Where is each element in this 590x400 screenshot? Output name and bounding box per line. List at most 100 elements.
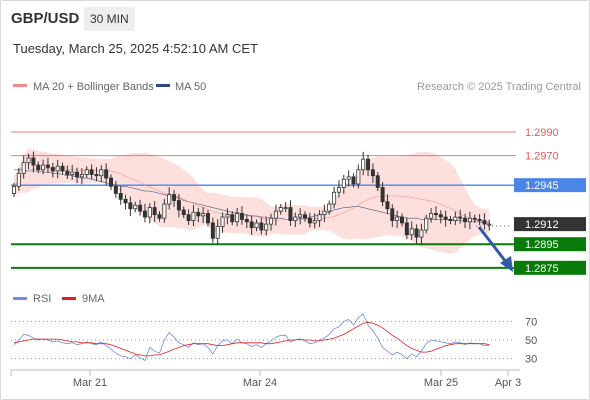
- currency-pair-title: GBP/USD: [11, 10, 80, 27]
- candle-body: [424, 217, 429, 231]
- candle-body: [11, 185, 16, 194]
- candle-body: [104, 169, 109, 179]
- candle-body: [283, 207, 288, 209]
- candle-body: [298, 214, 303, 218]
- candle-body: [99, 169, 104, 177]
- candle-body: [75, 171, 80, 178]
- candle-body: [380, 187, 385, 203]
- candle-body: [181, 209, 186, 216]
- candle-body: [244, 218, 249, 223]
- candle-body: [269, 217, 274, 225]
- candle-body: [433, 213, 438, 216]
- candle-body: [147, 207, 152, 218]
- candle-body: [278, 207, 283, 212]
- time-axis: Mar 21 Mar 24 Mar 25 Apr 3: [10, 369, 521, 389]
- candle-body: [332, 191, 337, 205]
- current-price-label-bg: [514, 217, 586, 232]
- candle-body: [293, 216, 298, 221]
- candle-body: [346, 176, 351, 180]
- candle-body: [167, 194, 172, 205]
- candle-body: [239, 213, 244, 220]
- candle-body: [259, 222, 264, 231]
- rsi-line: [13, 313, 490, 362]
- candle-body: [21, 162, 26, 174]
- candle-body: [288, 207, 293, 221]
- candle-body: [366, 158, 371, 171]
- candle-body: [123, 198, 128, 204]
- candle-body: [448, 218, 453, 221]
- candle-body: [327, 203, 332, 212]
- candle-body: [482, 220, 487, 225]
- ma9-legend-label: 9MA: [82, 293, 105, 305]
- ma20-legend-label: MA 20 + Bollinger Bands: [33, 81, 154, 93]
- candle-body: [307, 217, 312, 224]
- candle-body: [94, 174, 99, 177]
- candle-body: [60, 165, 65, 172]
- candle-body: [341, 178, 346, 188]
- candle-body: [50, 167, 55, 172]
- candle-body: [230, 214, 235, 223]
- candle-body: [370, 169, 375, 177]
- candle-body: [210, 222, 215, 239]
- ma20-swatch: [13, 84, 27, 87]
- timeframe-badge[interactable]: 30 MIN: [84, 7, 135, 31]
- candle-body: [142, 210, 147, 218]
- candle-body: [133, 204, 138, 210]
- support-label: 1.2895: [525, 239, 559, 251]
- ma50-swatch: [156, 84, 170, 87]
- support-label: 1.2875: [525, 263, 559, 275]
- ma9-swatch: [62, 297, 76, 300]
- rsi-legend: RSI 9MA: [13, 293, 105, 305]
- candle-body: [463, 217, 468, 223]
- candle-body: [176, 200, 181, 211]
- candle-body: [302, 214, 307, 219]
- candle-body: [118, 193, 123, 200]
- time-tick-label: Apr 3: [495, 377, 521, 389]
- bollinger-band: [14, 148, 490, 254]
- candle-body: [31, 157, 36, 166]
- candle-body: [399, 216, 404, 224]
- candle-body: [317, 214, 322, 221]
- rsi-gridlines: 70 50 30: [11, 316, 537, 366]
- time-tick-label: Mar 21: [73, 377, 107, 389]
- pivot-label-bg: [514, 178, 586, 193]
- price-legend: MA 20 + Bollinger Bands MA 50 Research ©…: [13, 81, 581, 93]
- candle-body: [196, 211, 201, 217]
- candle-body: [109, 177, 114, 187]
- rsi-9ma-line: [13, 321, 490, 357]
- candle-body: [351, 176, 356, 185]
- candle-body: [128, 202, 133, 210]
- candle-body: [356, 169, 361, 185]
- price-plot-area: 1.2990 1.2970 1.2945 1.2912 1.2895 1.2875: [11, 127, 586, 275]
- candle-body: [322, 210, 327, 216]
- candle-body: [162, 203, 167, 219]
- candle-body: [70, 171, 75, 175]
- support-label-bg: [514, 260, 586, 275]
- rsi-tick-label: 70: [525, 316, 537, 328]
- rsi-swatch: [13, 297, 27, 300]
- candle-body: [385, 201, 390, 210]
- candle-body: [84, 169, 89, 175]
- candle-body: [215, 226, 220, 239]
- candle-body: [395, 216, 400, 221]
- candle-body: [472, 217, 477, 220]
- candle-body: [205, 213, 210, 224]
- candle-body: [336, 187, 341, 193]
- candle-body: [186, 214, 191, 221]
- candle-body: [152, 207, 157, 216]
- candle-body: [453, 216, 458, 221]
- rsi-plot-area: 70 50 30: [11, 313, 537, 366]
- candle-body: [419, 229, 424, 238]
- candle-body: [201, 213, 206, 217]
- candle-body: [429, 213, 434, 219]
- candlesticks: [11, 151, 492, 245]
- candle-body: [26, 157, 31, 164]
- level-labels: 1.2990 1.2970 1.2945 1.2912 1.2895 1.2875: [514, 127, 586, 275]
- candle-body: [220, 216, 225, 227]
- candle-body: [264, 223, 269, 231]
- candle-body: [249, 221, 254, 229]
- candle-body: [16, 172, 21, 187]
- timestamp: Tuesday, March 25, 2025 4:52:10 AM CET: [13, 41, 258, 56]
- candle-body: [477, 218, 482, 221]
- candle-body: [191, 211, 196, 221]
